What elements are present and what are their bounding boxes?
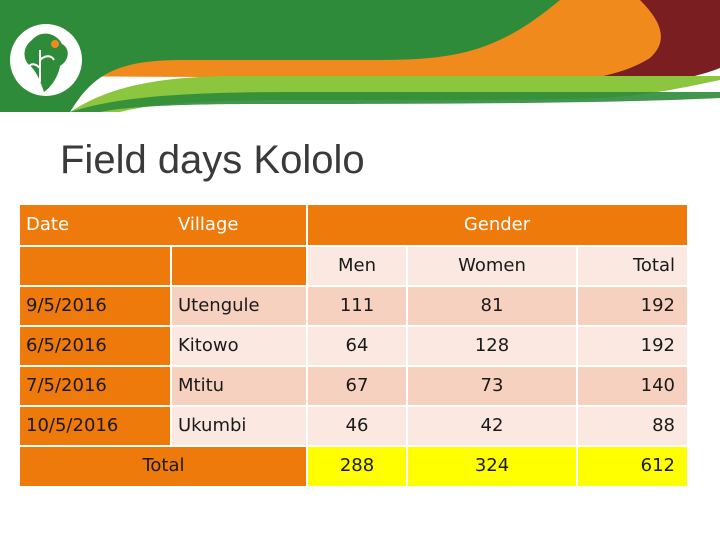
grid-line	[20, 285, 687, 287]
table-row-date: 9/5/2016	[20, 286, 170, 326]
table-row-total: 88	[577, 406, 687, 446]
row-total: 192	[640, 335, 675, 356]
row-date: 7/5/2016	[26, 375, 107, 396]
subheader-village-blank	[170, 245, 307, 286]
row-men: 111	[339, 295, 375, 316]
row-women: 81	[480, 295, 504, 316]
row-total: 192	[640, 295, 675, 316]
header-gender-label: Gender	[463, 214, 531, 235]
totals-total-value: 612	[640, 455, 675, 476]
table-row-village: Mtitu	[170, 366, 307, 406]
totals-women: 324	[407, 446, 577, 486]
table-row-total: 192	[577, 326, 687, 366]
grid-line	[20, 365, 687, 367]
subheader-men-label: Men	[337, 254, 376, 276]
table-row-total: 140	[577, 366, 687, 406]
row-men: 67	[345, 375, 369, 396]
grid-line	[170, 245, 172, 446]
grid-line	[20, 405, 687, 407]
table-row-date: 10/5/2016	[20, 406, 170, 446]
row-total: 88	[652, 415, 675, 436]
table-row-women: 42	[407, 406, 577, 446]
totals-label-cell: Total	[20, 446, 307, 486]
totals-women-value: 324	[474, 455, 510, 476]
grid-line	[20, 245, 687, 247]
table-row-women: 73	[407, 366, 577, 406]
subheader-men: Men	[307, 245, 407, 286]
banner-green-swoosh	[0, 0, 560, 112]
row-village: Ukumbi	[178, 415, 247, 436]
row-date: 6/5/2016	[26, 335, 107, 356]
table-row-women: 81	[407, 286, 577, 326]
field-days-table: Date Village Gender Men Women Total 9/5/…	[20, 205, 687, 486]
table-row-men: 67	[307, 366, 407, 406]
banner-bottom-green	[0, 92, 720, 112]
row-date: 10/5/2016	[26, 415, 119, 436]
subheader-date-blank	[20, 245, 170, 286]
row-women: 128	[474, 335, 510, 356]
row-total: 140	[640, 375, 675, 396]
row-village: Mtitu	[178, 375, 225, 396]
grid-line	[20, 445, 687, 447]
table-row-village: Utengule	[170, 286, 307, 326]
row-men: 46	[345, 415, 369, 436]
subheader-women-label: Women	[458, 254, 526, 276]
row-date: 9/5/2016	[26, 295, 107, 316]
header-banner	[0, 0, 720, 112]
table-row-men: 111	[307, 286, 407, 326]
table-row-women: 128	[407, 326, 577, 366]
row-men: 64	[345, 335, 369, 356]
header-gender: Gender	[307, 205, 687, 245]
table-row-men: 46	[307, 406, 407, 446]
table-row-date: 6/5/2016	[20, 326, 170, 366]
header-village-label: Village	[178, 214, 239, 235]
table-row-village: Ukumbi	[170, 406, 307, 446]
grid-line	[20, 325, 687, 327]
subheader-women: Women	[407, 245, 577, 286]
row-women: 42	[480, 415, 504, 436]
table-row-men: 64	[307, 326, 407, 366]
page-title: Field days Kololo	[60, 138, 365, 182]
table-row-total: 192	[577, 286, 687, 326]
grid-line	[406, 245, 408, 486]
row-village: Kitowo	[178, 335, 239, 356]
grid-line	[576, 245, 578, 486]
totals-men: 288	[307, 446, 407, 486]
subheader-total: Total	[577, 245, 687, 286]
header-date-label: Date	[26, 214, 70, 235]
grid-line	[306, 205, 308, 486]
totals-label: Total	[142, 455, 185, 476]
header-village: Village	[170, 205, 307, 245]
table-row-date: 7/5/2016	[20, 366, 170, 406]
row-women: 73	[480, 375, 504, 396]
subheader-total-label: Total	[632, 254, 675, 276]
row-village: Utengule	[178, 295, 260, 316]
totals-men-value: 288	[339, 455, 375, 476]
table-row-village: Kitowo	[170, 326, 307, 366]
africa-rising-logo	[10, 24, 82, 96]
totals-total: 612	[577, 446, 687, 486]
header-date: Date	[20, 205, 170, 245]
